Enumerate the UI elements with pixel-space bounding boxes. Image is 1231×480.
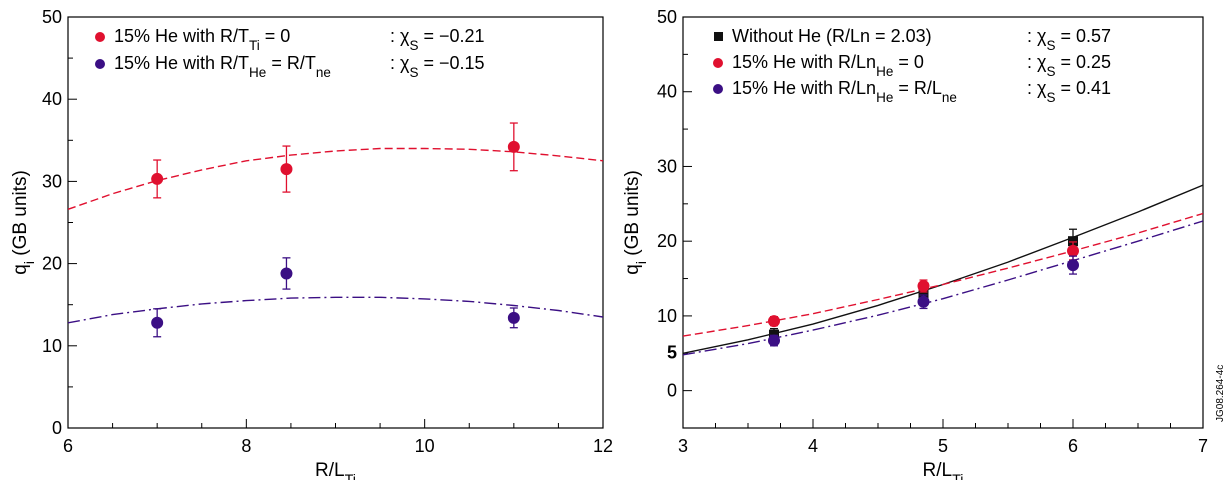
legend-label: 15% He with R/LnHe = 0 [732,52,924,79]
y-tick-label: 0 [667,381,677,401]
y-tick-label: 5 [667,342,677,362]
data-point-red [280,163,293,176]
x-tick-label: 8 [241,436,251,456]
figure-id-watermark: JG08.264-4c [1215,365,1226,422]
x-axis-label: R/LTi [923,460,964,480]
data-point-purple [1067,259,1079,272]
y-tick-label: 30 [42,171,62,191]
legend-chi-value: : χS = −0.21 [390,26,485,53]
data-point-purple [768,334,780,347]
data-point-purple [917,295,930,308]
data-point-red [507,140,520,153]
y-tick-label: 40 [42,89,62,109]
legend-label: 15% He with R/THe = R/Tne [114,53,331,80]
x-tick-label: 10 [415,436,435,456]
x-tick-label: 12 [593,436,613,456]
data-point-red [1067,244,1079,257]
legend-label: 15% He with R/LnHe = R/Lne [732,78,957,105]
legend-marker [713,84,723,94]
x-tick-label: 6 [1068,436,1078,456]
data-point-purple [507,311,520,324]
legend-chi-value: : χS = 0.41 [1027,78,1111,105]
y-tick-label: 30 [657,156,677,176]
y-tick-label: 20 [42,254,62,274]
y-tick-label: 40 [657,82,677,102]
x-axis-label: R/LTi [315,460,356,480]
legend-chi-value: : χS = 0.57 [1027,26,1111,53]
x-tick-label: 3 [678,436,688,456]
plot-frame [67,16,604,429]
data-point-red [151,172,164,185]
y-tick-label: 20 [657,231,677,251]
legend-label: Without He (R/Ln = 2.03) [732,26,932,46]
legend-label: 15% He with R/TTi = 0 [114,26,290,53]
y-axis-label: qi (GB units) [622,170,650,275]
legend-marker [713,58,723,68]
legend-chi-value: : χS = −0.15 [390,53,485,80]
data-point-red [917,280,930,293]
y-tick-label: 50 [657,7,677,27]
right-chart: 3 4 5 6 7 0 5 10 20 30 40 50 R/LTi qi (GB units) Witho… [622,7,1208,480]
y-axis-label: qi (GB units) [10,170,38,275]
data-point-purple [280,267,293,280]
fit-curve-purple [68,296,603,324]
fit-curve-purple [683,220,1203,356]
legend-marker [95,32,105,42]
x-tick-label: 5 [938,436,948,456]
legend-marker [714,32,723,41]
x-tick-label: 6 [63,436,73,456]
data-point-square [918,288,929,299]
legend-chi-value: : χS = 0.25 [1027,52,1111,79]
data-point-square [1068,236,1078,247]
y-tick-label: 0 [52,418,62,438]
fit-curve-red [68,147,603,210]
y-tick-label: 10 [42,336,62,356]
legend-marker [95,59,105,69]
y-tick-label: 10 [657,306,677,326]
x-tick-label: 7 [1198,436,1208,456]
x-tick-label: 4 [808,436,818,456]
data-point-red [768,315,780,328]
y-tick-label: 50 [42,7,62,27]
left-chart: 6 8 10 12 0 10 20 30 40 50 R/LTi qi (GB units) 15% H… [10,7,613,480]
data-point-purple [151,316,164,329]
fit-curve-red [683,212,1203,337]
fit-curve-black [683,184,1203,354]
